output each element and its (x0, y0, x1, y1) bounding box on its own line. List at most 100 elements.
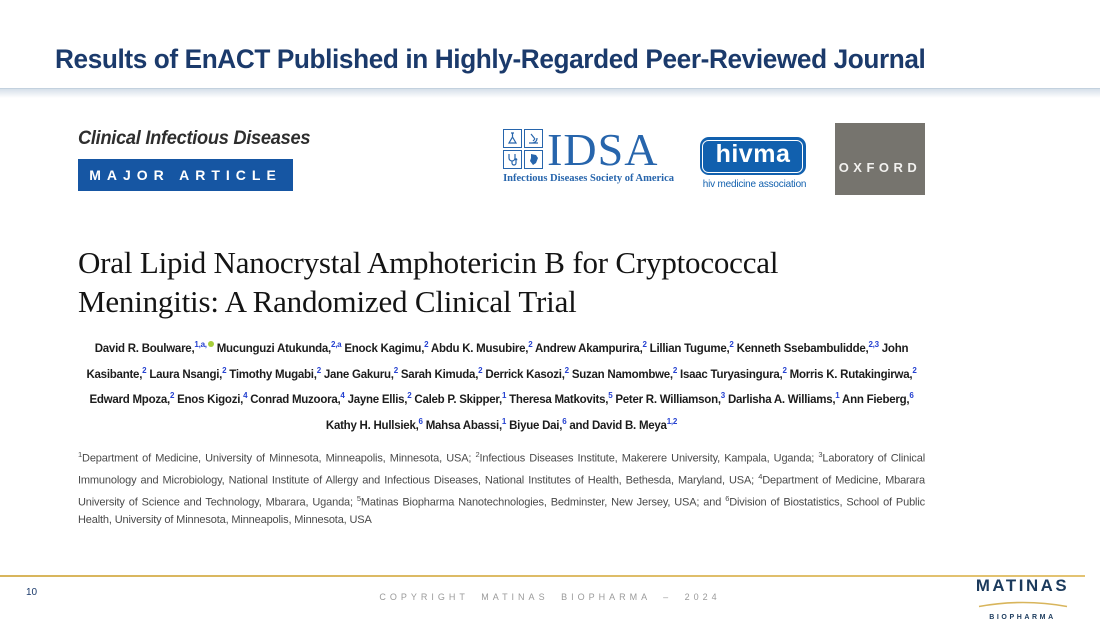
matinas-wordmark: MATINAS (975, 577, 1070, 595)
author: Lillian Tugume,2 (649, 340, 734, 355)
author: Enos Kigozi,4 (177, 391, 248, 407)
author-superscript: 2 (424, 340, 429, 349)
author: Peter R. Williamson,3 (615, 391, 725, 407)
author: Abdu K. Musubire,2 (430, 340, 533, 355)
journal-name: Clinical Infectious Diseases (78, 128, 311, 149)
author-superscript: 2,3 (868, 340, 879, 349)
author-superscript: 2 (393, 365, 398, 375)
author: Mahsa Abassi,1 (425, 417, 507, 433)
affiliation-superscript: 2 (475, 450, 480, 460)
page-number: 10 (26, 587, 38, 598)
journal-article-clipping: Clinical Infectious Diseases MAJOR ARTIC… (78, 123, 925, 529)
oxford-logo: OXFORD (835, 123, 925, 195)
hivma-wordmark-box: hivma (699, 137, 806, 175)
idsa-africa-map-icon (524, 150, 544, 169)
author: Caleb P. Skipper,1 (414, 391, 507, 407)
author: Isaac Turyasingura,2 (680, 365, 787, 381)
author: David R. Boulware,1,a, (95, 340, 214, 355)
footer-copyright: COPYRIGHT MATINAS BIOPHARMA – 2024 (379, 592, 721, 602)
hivma-logo: hivma hiv medicine association (699, 137, 809, 190)
author: Biyue Dai,6 (509, 417, 567, 433)
author: Theresa Matkovits,5 (509, 391, 613, 407)
idsa-logo: IDSA Infectious Diseases Society of Amer… (503, 124, 674, 184)
idsa-microscope-icon (524, 129, 544, 148)
article-title-line1: Oral Lipid Nanocrystal Amphotericin B fo… (78, 245, 779, 280)
author-superscript: 2 (672, 365, 678, 375)
author-superscript: 2 (222, 365, 227, 375)
author-superscript: 5 (608, 391, 613, 401)
author-superscript: 1 (501, 417, 507, 427)
author-superscript: 2 (142, 365, 147, 375)
journal-block: Clinical Infectious Diseases MAJOR ARTIC… (78, 125, 378, 191)
author-superscript: 2 (407, 391, 412, 401)
orcid-icon (207, 341, 214, 347)
author: Jane Gakuru,2 (323, 365, 398, 381)
author: Jayne Ellis,2 (347, 391, 412, 407)
hivma-tagline: hiv medicine association (702, 178, 807, 190)
author: Sarah Kimuda,2 (400, 365, 483, 381)
author: Kenneth Ssebambulidde,2,3 (736, 340, 880, 355)
publisher-logo-row: IDSA Infectious Diseases Society of Amer… (503, 123, 925, 195)
author: Conrad Muzoora,4 (250, 391, 345, 407)
idsa-pictogram-grid-icon (503, 129, 544, 169)
author-superscript: 2 (316, 365, 321, 375)
author-superscript: 2 (169, 391, 175, 401)
author-superscript: 4 (243, 391, 248, 401)
idsa-flask-icon (503, 129, 523, 148)
slide-title: Results of EnACT Published in Highly-Reg… (55, 44, 926, 74)
author: Derrick Kasozi,2 (485, 365, 569, 381)
article-title: Oral Lipid Nanocrystal Amphotericin B fo… (78, 243, 925, 321)
author-superscript: 2 (564, 365, 569, 375)
idsa-acronym: IDSA (547, 124, 659, 175)
journal-clipping-header: Clinical Infectious Diseases MAJOR ARTIC… (78, 123, 925, 195)
author-superscript: 2 (478, 365, 483, 375)
author-superscript: 4 (340, 391, 345, 401)
author: and David B. Meya1,2 (569, 417, 678, 433)
author-superscript: 6 (562, 417, 567, 427)
major-article-badge: MAJOR ARTICLE (78, 159, 293, 191)
author-superscript: 2 (642, 340, 647, 349)
author: Mucunguzi Atukunda,2,a (216, 340, 342, 355)
affiliations: 1Department of Medicine, University of M… (78, 450, 925, 527)
author-superscript: 2 (912, 365, 917, 375)
author-superscript: 1,2 (666, 417, 678, 427)
idsa-stethoscope-icon (503, 150, 523, 169)
idsa-logo-top: IDSA (503, 124, 674, 175)
affiliation-superscript: 5 (356, 493, 361, 503)
hivma-wordmark: hivma (715, 140, 791, 168)
author: Ann Fieberg,6 (842, 391, 914, 407)
header-divider (0, 88, 1100, 98)
author: Suzan Namombwe,2 (571, 365, 678, 381)
idsa-tagline: Infectious Diseases Society of America (503, 173, 674, 184)
matinas-swoosh-icon (978, 601, 1067, 608)
author: Edward Mpoza,2 (89, 391, 175, 407)
author-superscript: 3 (720, 391, 725, 401)
author: Andrew Akampurira,2 (534, 340, 647, 355)
matinas-biopharma-label: BIOPHARMA (989, 614, 1056, 621)
author-list: David R. Boulware,1,a, Mucunguzi Atukund… (78, 334, 925, 437)
author-superscript: 1 (835, 391, 840, 401)
matinas-logo: MATINAS BIOPHARMA (975, 577, 1070, 621)
author-superscript: 2 (782, 365, 787, 375)
author-superscript: 6 (418, 417, 423, 427)
affiliation-superscript: 4 (758, 471, 763, 481)
author: Kathy H. Hullsiek,6 (325, 417, 423, 433)
author-superscript: 2 (729, 340, 734, 349)
affiliation-superscript: 1 (78, 450, 83, 460)
author: Darlisha A. Williams,1 (727, 391, 840, 407)
author: Enock Kagimu,2 (344, 340, 429, 355)
author-superscript: 1 (501, 391, 507, 401)
author-superscript: 1,a, (194, 340, 207, 349)
author: John Kasibante,2 (86, 342, 909, 381)
author: Laura Nsangi,2 (149, 365, 227, 381)
affiliation-superscript: 6 (725, 493, 730, 503)
author-superscript: 6 (909, 391, 914, 401)
affiliation-superscript: 3 (818, 450, 823, 460)
article-title-line2: Meningitis: A Randomized Clinical Trial (78, 284, 577, 319)
author-superscript: 2 (528, 340, 533, 349)
oxford-wordmark: OXFORD (838, 159, 922, 175)
author: Timothy Mugabi,2 (229, 365, 321, 381)
footer-rule (0, 575, 1085, 577)
author-superscript: 2,a (331, 340, 342, 349)
